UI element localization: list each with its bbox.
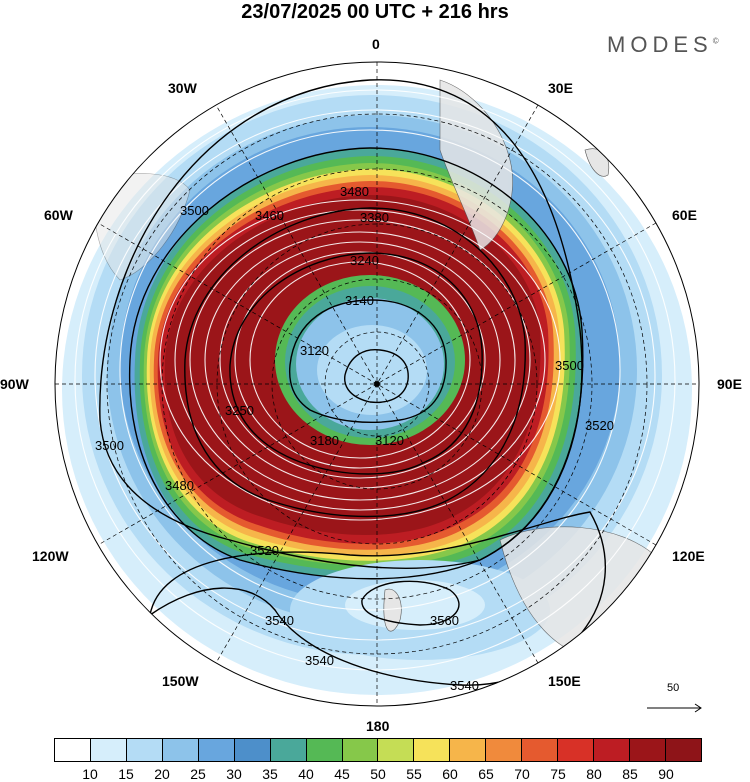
- contour-label: 3480: [340, 184, 369, 199]
- colorbar-swatch: [91, 739, 127, 761]
- colorbar-tick-label: 55: [406, 766, 422, 782]
- colorbar: [54, 738, 702, 762]
- lon-label-60w: 60W: [44, 207, 73, 223]
- colorbar-swatch: [522, 739, 558, 761]
- colorbar-swatch: [558, 739, 594, 761]
- colorbar-tick-label: 30: [226, 766, 242, 782]
- contour-label: 3120: [300, 343, 329, 358]
- south-pole-marker: [374, 381, 380, 387]
- colorbar-tick-label: 20: [154, 766, 170, 782]
- lon-label-30e: 30E: [548, 80, 573, 96]
- contour-label: 3180: [310, 433, 339, 448]
- lon-label-30w: 30W: [168, 80, 197, 96]
- colorbar-tick-label: 40: [298, 766, 314, 782]
- lon-label-120w: 120W: [32, 548, 69, 564]
- lon-label-0: 0: [372, 36, 380, 52]
- lon-label-90e: 90E: [717, 376, 742, 392]
- lon-label-150e: 150E: [548, 673, 581, 689]
- reference-vector-label: 50: [667, 682, 679, 694]
- colorbar-swatch: [450, 739, 486, 761]
- colorbar-swatch: [127, 739, 163, 761]
- south-lobe-core: [345, 580, 485, 630]
- colorbar-swatch: [486, 739, 522, 761]
- contour-label: 3250: [225, 403, 254, 418]
- colorbar-tick-label: 10: [82, 766, 98, 782]
- colorbar-tick-label: 60: [442, 766, 458, 782]
- colorbar-tick-label: 85: [622, 766, 638, 782]
- colorbar-tick-label: 70: [514, 766, 530, 782]
- colorbar-swatch: [594, 739, 630, 761]
- contour-label: 3140: [345, 293, 374, 308]
- colorbar-swatch: [55, 739, 91, 761]
- colorbar-tick-label: 45: [334, 766, 350, 782]
- colorbar-tick-label: 35: [262, 766, 278, 782]
- contour-label: 3500: [95, 438, 124, 453]
- contour-label: 3540: [305, 653, 334, 668]
- colorbar-swatch: [271, 739, 307, 761]
- colorbar-swatch: [414, 739, 450, 761]
- colorbar-tick-label: 75: [550, 766, 566, 782]
- colorbar-swatch: [307, 739, 343, 761]
- contour-label: 3500: [180, 203, 209, 218]
- colorbar-tick-label: 65: [478, 766, 494, 782]
- colorbar-tick-label: 50: [370, 766, 386, 782]
- lon-label-60e: 60E: [672, 207, 697, 223]
- contour-label: 3520: [250, 543, 279, 558]
- contour-label: 3560: [430, 613, 459, 628]
- reference-vector-arrow: [645, 695, 705, 721]
- lon-label-150w: 150W: [162, 673, 199, 689]
- contour-label: 3120: [375, 433, 404, 448]
- contour-label: 3520: [585, 418, 614, 433]
- colorbar-tick-label: 15: [118, 766, 134, 782]
- colorbar-swatch: [630, 739, 666, 761]
- colorbar-swatch: [666, 739, 701, 761]
- lon-label-90w: 90W: [0, 376, 29, 392]
- colorbar-tick-label: 25: [190, 766, 206, 782]
- colorbar-tick-label: 80: [586, 766, 602, 782]
- contour-label: 3540: [265, 613, 294, 628]
- contour-label: 3380: [360, 210, 389, 225]
- colorbar-swatch: [343, 739, 379, 761]
- contour-label: 3480: [165, 478, 194, 493]
- colorbar-swatch: [378, 739, 414, 761]
- polar-map: 3480 3500 3460 3380 3240 3140 3120 3180 …: [0, 0, 750, 782]
- lon-label-180: 180: [366, 718, 389, 734]
- colorbar-swatch: [199, 739, 235, 761]
- contour-label: 3500: [555, 358, 584, 373]
- colorbar-tick-label: 90: [658, 766, 674, 782]
- contour-label: 3240: [350, 253, 379, 268]
- colorbar-swatch: [163, 739, 199, 761]
- colorbar-swatch: [235, 739, 271, 761]
- lon-label-120e: 120E: [672, 548, 705, 564]
- contour-label: 3460: [255, 208, 284, 223]
- contour-label: 3540: [450, 678, 479, 693]
